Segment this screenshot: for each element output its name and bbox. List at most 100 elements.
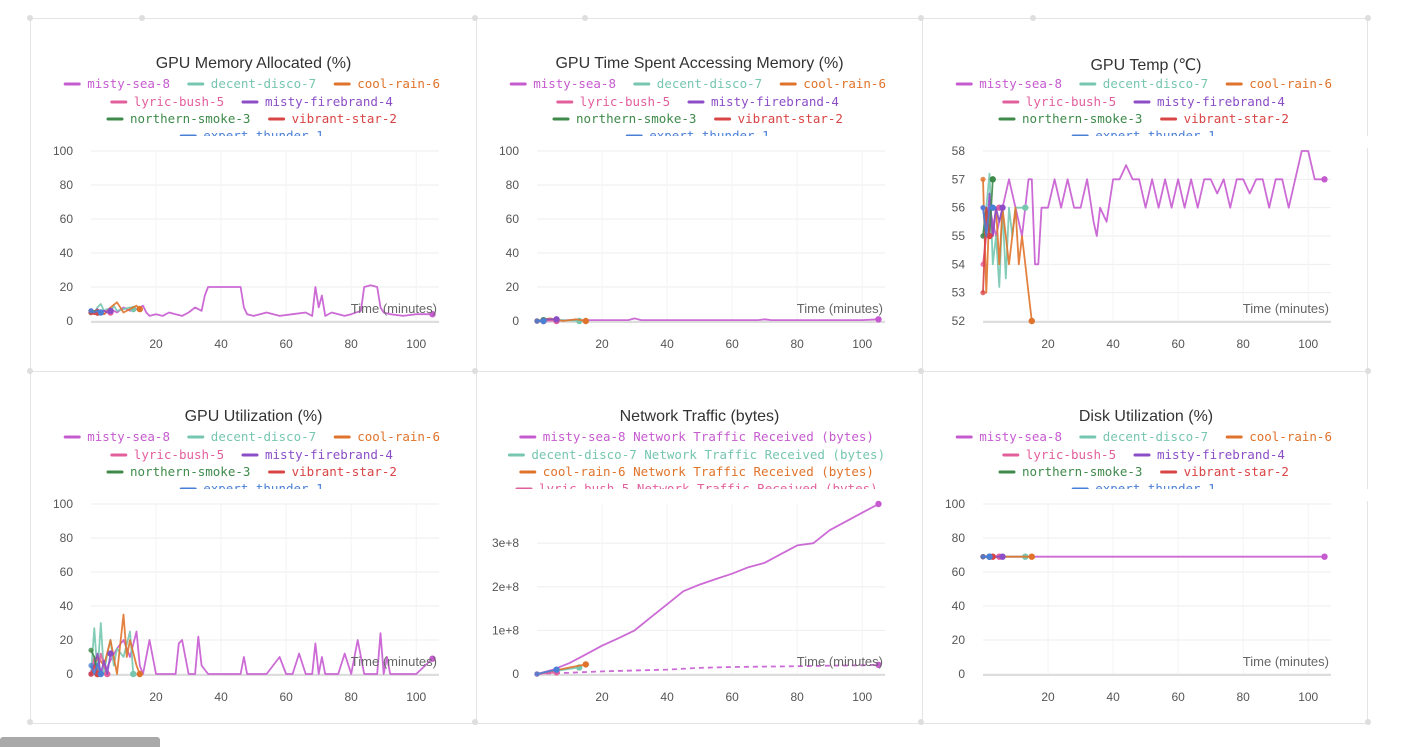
legend-item-misty-firebrand-4[interactable]: misty-firebrand-4 xyxy=(1133,447,1285,462)
series-line-misty-sea-8[interactable] xyxy=(982,150,1325,266)
chart-panel-gpu-time-spent-accessing-memory[interactable]: GPU Time Spent Accessing Memory (%) misty… xyxy=(477,19,923,372)
resize-grip-icon[interactable] xyxy=(472,368,478,374)
series-end-point[interactable] xyxy=(540,317,547,325)
series-end-point[interactable] xyxy=(986,232,993,240)
series-end-point[interactable] xyxy=(582,661,589,668)
bottom-tab[interactable] xyxy=(0,737,160,747)
series-line-misty-sea-8[interactable] xyxy=(90,284,433,317)
resize-grip-icon[interactable] xyxy=(139,15,145,21)
chart-panel-gpu-temp[interactable]: GPU Temp (℃) misty-sea-8 decent-disco-7 coo… xyxy=(923,19,1369,372)
legend-item-decent-disco-7[interactable]: decent-disco-7 xyxy=(187,76,316,91)
series-end-point[interactable] xyxy=(97,309,104,316)
series-start-point[interactable] xyxy=(534,318,540,324)
legend-item-decent-disco-7[interactable]: decent-disco-7 xyxy=(187,429,316,444)
legend-item-lyric-bush-5[interactable]: lyric-bush-5 xyxy=(556,94,670,109)
legend-item-lyric-bush-5[interactable]: lyric-bush-5 xyxy=(110,447,224,462)
series-end-point[interactable] xyxy=(553,666,560,673)
legend-item-vibrant-star-2[interactable]: vibrant-star-2 xyxy=(268,111,397,126)
series-line-decent-disco-7[interactable] xyxy=(982,172,1026,288)
series-start-point[interactable] xyxy=(88,308,94,314)
resize-grip-icon[interactable] xyxy=(1365,719,1371,725)
series-end-point[interactable] xyxy=(582,317,589,325)
series-start-point[interactable] xyxy=(980,554,986,560)
series-end-point[interactable] xyxy=(875,661,882,669)
legend-item-misty-sea-8[interactable]: misty-sea-8 xyxy=(63,429,170,444)
resize-grip-icon[interactable] xyxy=(472,15,478,21)
series-line-misty-sea-8-network-traffic-transmitted-bytes[interactable] xyxy=(536,663,879,675)
legend-item-vibrant-star-2[interactable]: vibrant-star-2 xyxy=(714,111,843,126)
series-line-misty-sea-8[interactable] xyxy=(90,630,434,675)
legend-item-northern-smoke-3[interactable]: northern-smoke-3 xyxy=(998,464,1142,479)
series-end-point[interactable] xyxy=(136,670,143,678)
legend-item-lyric-bush-5[interactable]: lyric-bush-5 xyxy=(110,94,224,109)
series-start-point[interactable] xyxy=(980,205,986,211)
series-end-point[interactable] xyxy=(107,307,114,314)
series-end-point[interactable] xyxy=(429,655,436,662)
legend-item-misty-firebrand-4[interactable]: misty-firebrand-4 xyxy=(241,447,393,462)
legend-item-misty-sea-8[interactable]: misty-sea-8 xyxy=(955,429,1062,444)
chart-panel-gpu-memory-allocated[interactable]: GPU Memory Allocated (%) misty-sea-8 decen… xyxy=(31,19,477,372)
series-line-misty-sea-8[interactable] xyxy=(536,317,879,322)
resize-grip-icon[interactable] xyxy=(27,719,33,725)
series-line-cool-rain-6[interactable] xyxy=(90,613,141,675)
resize-grip-icon[interactable] xyxy=(918,15,924,21)
legend-item-northern-smoke-3[interactable]: northern-smoke-3 xyxy=(552,111,696,126)
resize-grip-icon[interactable] xyxy=(1030,15,1036,21)
resize-grip-icon[interactable] xyxy=(1365,368,1371,374)
series-start-point[interactable] xyxy=(88,647,94,653)
series-end-point[interactable] xyxy=(989,204,996,211)
series-line-expert-thunder-1[interactable] xyxy=(536,668,557,675)
series-end-point[interactable] xyxy=(136,305,143,313)
series-line-vibrant-star-2[interactable] xyxy=(982,206,991,293)
series-start-point[interactable] xyxy=(88,662,94,669)
series-end-point[interactable] xyxy=(999,553,1006,560)
series-start-point[interactable] xyxy=(534,671,540,677)
legend-item-lyric-bush-5[interactable]: lyric-bush-5 xyxy=(1002,447,1116,462)
series-start-point[interactable] xyxy=(980,176,986,182)
legend-item-misty-sea-8[interactable]: misty-sea-8 xyxy=(509,76,616,91)
series-end-point[interactable] xyxy=(429,311,436,318)
series-end-point[interactable] xyxy=(1028,317,1035,325)
resize-grip-icon[interactable] xyxy=(27,15,33,21)
legend-item-decent-disco-7[interactable]: decent-disco-7 Network Traffic Received … xyxy=(507,447,885,462)
series-line-expert-thunder-1[interactable] xyxy=(90,662,102,675)
series-end-point[interactable] xyxy=(130,670,137,678)
series-end-point[interactable] xyxy=(107,650,114,657)
legend-item-northern-smoke-3[interactable]: northern-smoke-3 xyxy=(106,464,250,479)
legend-item-vibrant-star-2[interactable]: vibrant-star-2 xyxy=(1160,464,1289,479)
legend-item-cool-rain-6[interactable]: cool-rain-6 xyxy=(333,429,440,444)
series-start-point[interactable] xyxy=(88,671,94,677)
legend-item-vibrant-star-2[interactable]: vibrant-star-2 xyxy=(1160,111,1289,126)
legend-item-misty-firebrand-4[interactable]: misty-firebrand-4 xyxy=(1133,94,1285,109)
resize-grip-icon[interactable] xyxy=(1365,15,1371,21)
series-end-point[interactable] xyxy=(97,670,104,678)
series-end-point[interactable] xyxy=(999,204,1006,211)
series-end-point[interactable] xyxy=(986,553,993,560)
resize-grip-icon[interactable] xyxy=(918,368,924,374)
legend-item-lyric-bush-5[interactable]: lyric-bush-5 xyxy=(1002,94,1116,109)
legend-item-misty-sea-8[interactable]: misty-sea-8 xyxy=(63,76,170,91)
legend-item-decent-disco-7[interactable]: decent-disco-7 xyxy=(633,76,762,91)
legend-item-northern-smoke-3[interactable]: northern-smoke-3 xyxy=(106,111,250,126)
legend-item-vibrant-star-2[interactable]: vibrant-star-2 xyxy=(268,464,397,479)
series-end-point[interactable] xyxy=(989,176,996,183)
series-line-misty-sea-8-network-traffic-received-bytes[interactable] xyxy=(536,503,879,675)
series-end-point[interactable] xyxy=(1028,553,1035,560)
series-end-point[interactable] xyxy=(875,500,882,508)
legend-item-cool-rain-6[interactable]: cool-rain-6 xyxy=(1225,76,1332,91)
legend-item-cool-rain-6[interactable]: cool-rain-6 Network Traffic Received (by… xyxy=(519,464,874,479)
series-end-point[interactable] xyxy=(553,316,560,323)
legend-item-cool-rain-6[interactable]: cool-rain-6 xyxy=(333,76,440,91)
chart-panel-gpu-utilization[interactable]: GPU Utilization (%) misty-sea-8 decent-dis… xyxy=(31,372,477,725)
series-end-point[interactable] xyxy=(1321,553,1328,560)
legend-item-cool-rain-6[interactable]: cool-rain-6 xyxy=(779,76,886,91)
legend-item-misty-sea-8[interactable]: misty-sea-8 Network Traffic Received (by… xyxy=(519,429,874,444)
legend-item-misty-sea-8[interactable]: misty-sea-8 xyxy=(955,76,1062,91)
resize-grip-icon[interactable] xyxy=(27,368,33,374)
legend-item-misty-firebrand-4[interactable]: misty-firebrand-4 xyxy=(687,94,839,109)
chart-panel-network-traffic-bytes[interactable]: Network Traffic (bytes) misty-sea-8 Netwo… xyxy=(477,372,923,725)
chart-panel-disk-utilization[interactable]: Disk Utilization (%) misty-sea-8 decent-di… xyxy=(923,372,1369,725)
legend-item-decent-disco-7[interactable]: decent-disco-7 xyxy=(1079,76,1208,91)
series-end-point[interactable] xyxy=(875,316,882,323)
resize-grip-icon[interactable] xyxy=(582,15,588,21)
